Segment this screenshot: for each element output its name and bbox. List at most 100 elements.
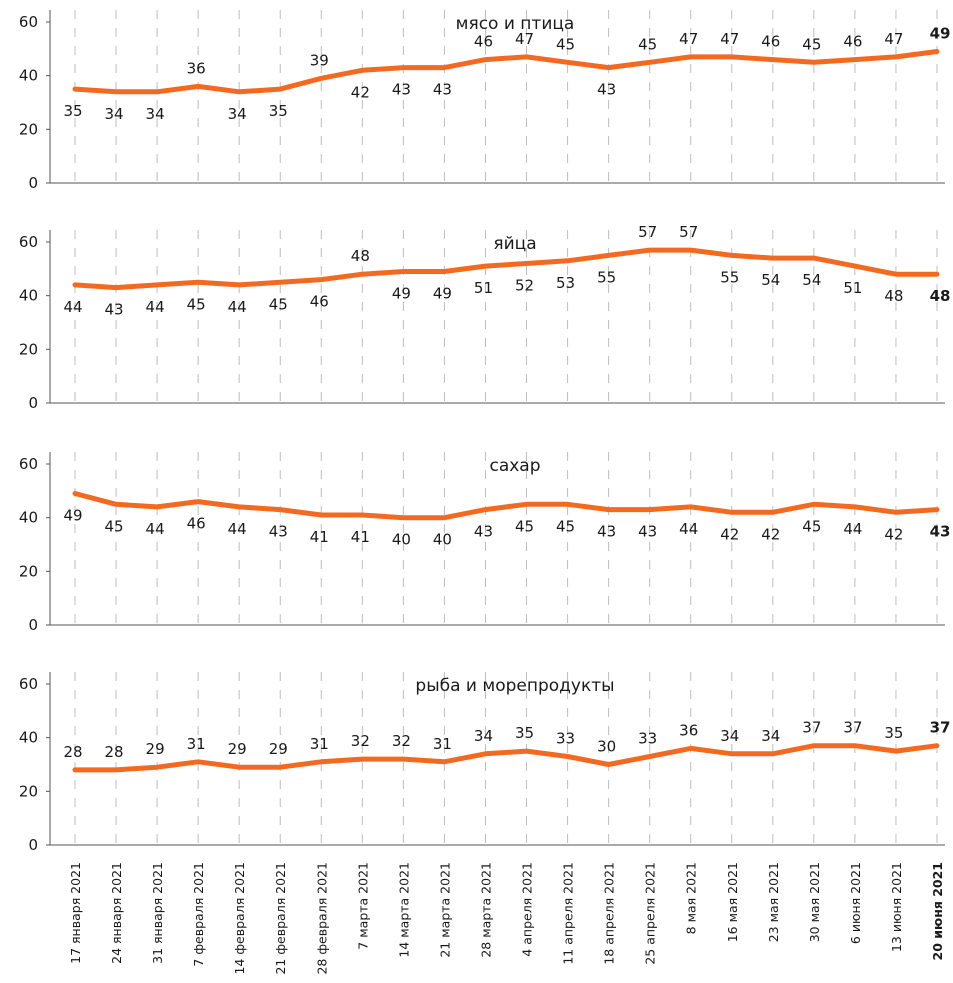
data-label: 45	[515, 517, 534, 535]
x-tick-label: 21 февраля 2021	[273, 862, 288, 975]
data-label: 46	[761, 33, 780, 51]
data-label: 42	[351, 83, 370, 101]
data-label: 41	[310, 528, 329, 546]
panel-title: яйца	[493, 234, 536, 254]
data-label: 43	[474, 523, 493, 541]
data-label: 48	[930, 287, 951, 305]
y-tick-label: 60	[19, 675, 38, 693]
y-tick-label: 20	[19, 562, 38, 580]
data-label: 44	[228, 298, 247, 316]
data-label: 44	[843, 520, 862, 538]
data-label: 34	[228, 105, 247, 123]
series-line	[72, 49, 940, 95]
data-label: 54	[802, 271, 821, 289]
panel-2: 0 20 40 60 яйца 44 43 44 45 44 45 46 48 49 49 51 52 53 55 5…	[19, 223, 951, 412]
data-label: 46	[310, 293, 329, 311]
data-label: 44	[679, 520, 698, 538]
data-label: 55	[720, 268, 739, 286]
data-label: 34	[474, 727, 493, 745]
data-label: 53	[556, 274, 575, 292]
x-tick-label: 8 мая 2021	[684, 862, 699, 934]
x-tick-label: 20 июня 2021	[930, 862, 945, 960]
y-tick-label: 0	[28, 836, 38, 854]
y-tick-label: 60	[19, 455, 38, 473]
data-label: 46	[843, 33, 862, 51]
data-label: 43	[105, 301, 124, 319]
y-tick-label: 40	[19, 287, 38, 305]
panel-1: 0 20 40 60 мясо и птица 35 34 34 36 34 35 39 42 43 43 4…	[19, 10, 950, 192]
data-label: 34	[146, 105, 165, 123]
data-label: 40	[433, 531, 452, 549]
y-tick-label: 20	[19, 782, 38, 800]
x-tick-label: 11 апреля 2021	[561, 862, 576, 965]
data-label: 28	[105, 743, 124, 761]
y-tick-label: 60	[19, 233, 38, 251]
x-tick-label: 14 марта 2021	[396, 862, 411, 958]
data-label: 37	[802, 719, 821, 737]
data-label: 29	[269, 740, 288, 758]
data-label: 35	[63, 102, 82, 120]
data-label: 37	[930, 719, 951, 737]
panel-title: сахар	[489, 456, 540, 476]
x-tick-label: 7 февраля 2021	[191, 862, 206, 967]
panel-3: 0 20 40 60 сахар 49 45 44 46 44 43 41 41 40 40 43 45 45 43…	[19, 452, 950, 634]
y-tick-label: 20	[19, 120, 38, 138]
data-label: 33	[556, 729, 575, 747]
data-label: 44	[228, 520, 247, 538]
data-label: 33	[638, 729, 657, 747]
data-label: 35	[269, 102, 288, 120]
x-tick-label: 6 июня 2021	[848, 862, 863, 944]
series-line	[72, 491, 940, 521]
data-label: 49	[392, 285, 411, 303]
data-label: 32	[351, 732, 370, 750]
y-tick-label: 0	[28, 616, 38, 634]
data-label: 45	[802, 517, 821, 535]
data-label: 30	[597, 738, 616, 756]
data-label: 31	[433, 735, 452, 753]
data-label: 31	[310, 735, 329, 753]
data-label: 29	[228, 740, 247, 758]
data-label: 35	[515, 724, 534, 742]
data-label: 36	[679, 721, 698, 739]
data-label: 41	[351, 528, 370, 546]
x-tick-label: 18 апреля 2021	[602, 862, 617, 965]
data-label: 45	[269, 295, 288, 313]
data-label: 45	[105, 517, 124, 535]
data-label: 29	[146, 740, 165, 758]
data-label: 43	[269, 523, 288, 541]
data-label: 37	[843, 719, 862, 737]
data-label: 43	[392, 81, 411, 99]
data-label: 35	[884, 724, 903, 742]
data-label: 40	[392, 531, 411, 549]
data-label: 57	[638, 223, 657, 241]
data-label: 34	[105, 105, 124, 123]
x-tick-label: 31 января 2021	[150, 862, 165, 964]
data-label: 49	[433, 285, 452, 303]
data-label: 45	[638, 35, 657, 53]
y-tick-label: 20	[19, 340, 38, 358]
data-label: 46	[474, 33, 493, 51]
data-label: 46	[187, 515, 206, 533]
data-label: 32	[392, 732, 411, 750]
data-label: 42	[884, 525, 903, 543]
data-label: 43	[597, 81, 616, 99]
data-label: 49	[63, 507, 82, 525]
data-label: 42	[720, 525, 739, 543]
x-tick-label: 7 марта 2021	[355, 862, 370, 950]
data-label: 43	[433, 81, 452, 99]
data-label: 48	[884, 287, 903, 305]
data-label: 45	[556, 35, 575, 53]
data-label: 43	[597, 523, 616, 541]
data-label: 48	[351, 247, 370, 265]
data-label: 31	[187, 735, 206, 753]
data-label: 45	[556, 517, 575, 535]
y-tick-label: 0	[28, 394, 38, 412]
data-label: 47	[679, 30, 698, 48]
x-tick-label: 25 апреля 2021	[643, 862, 658, 965]
y-tick-label: 40	[19, 67, 38, 85]
y-tick-label: 60	[19, 13, 38, 31]
x-tick-label: 28 марта 2021	[478, 862, 493, 958]
x-tick-label: 16 мая 2021	[725, 862, 740, 942]
series-line	[72, 743, 940, 773]
